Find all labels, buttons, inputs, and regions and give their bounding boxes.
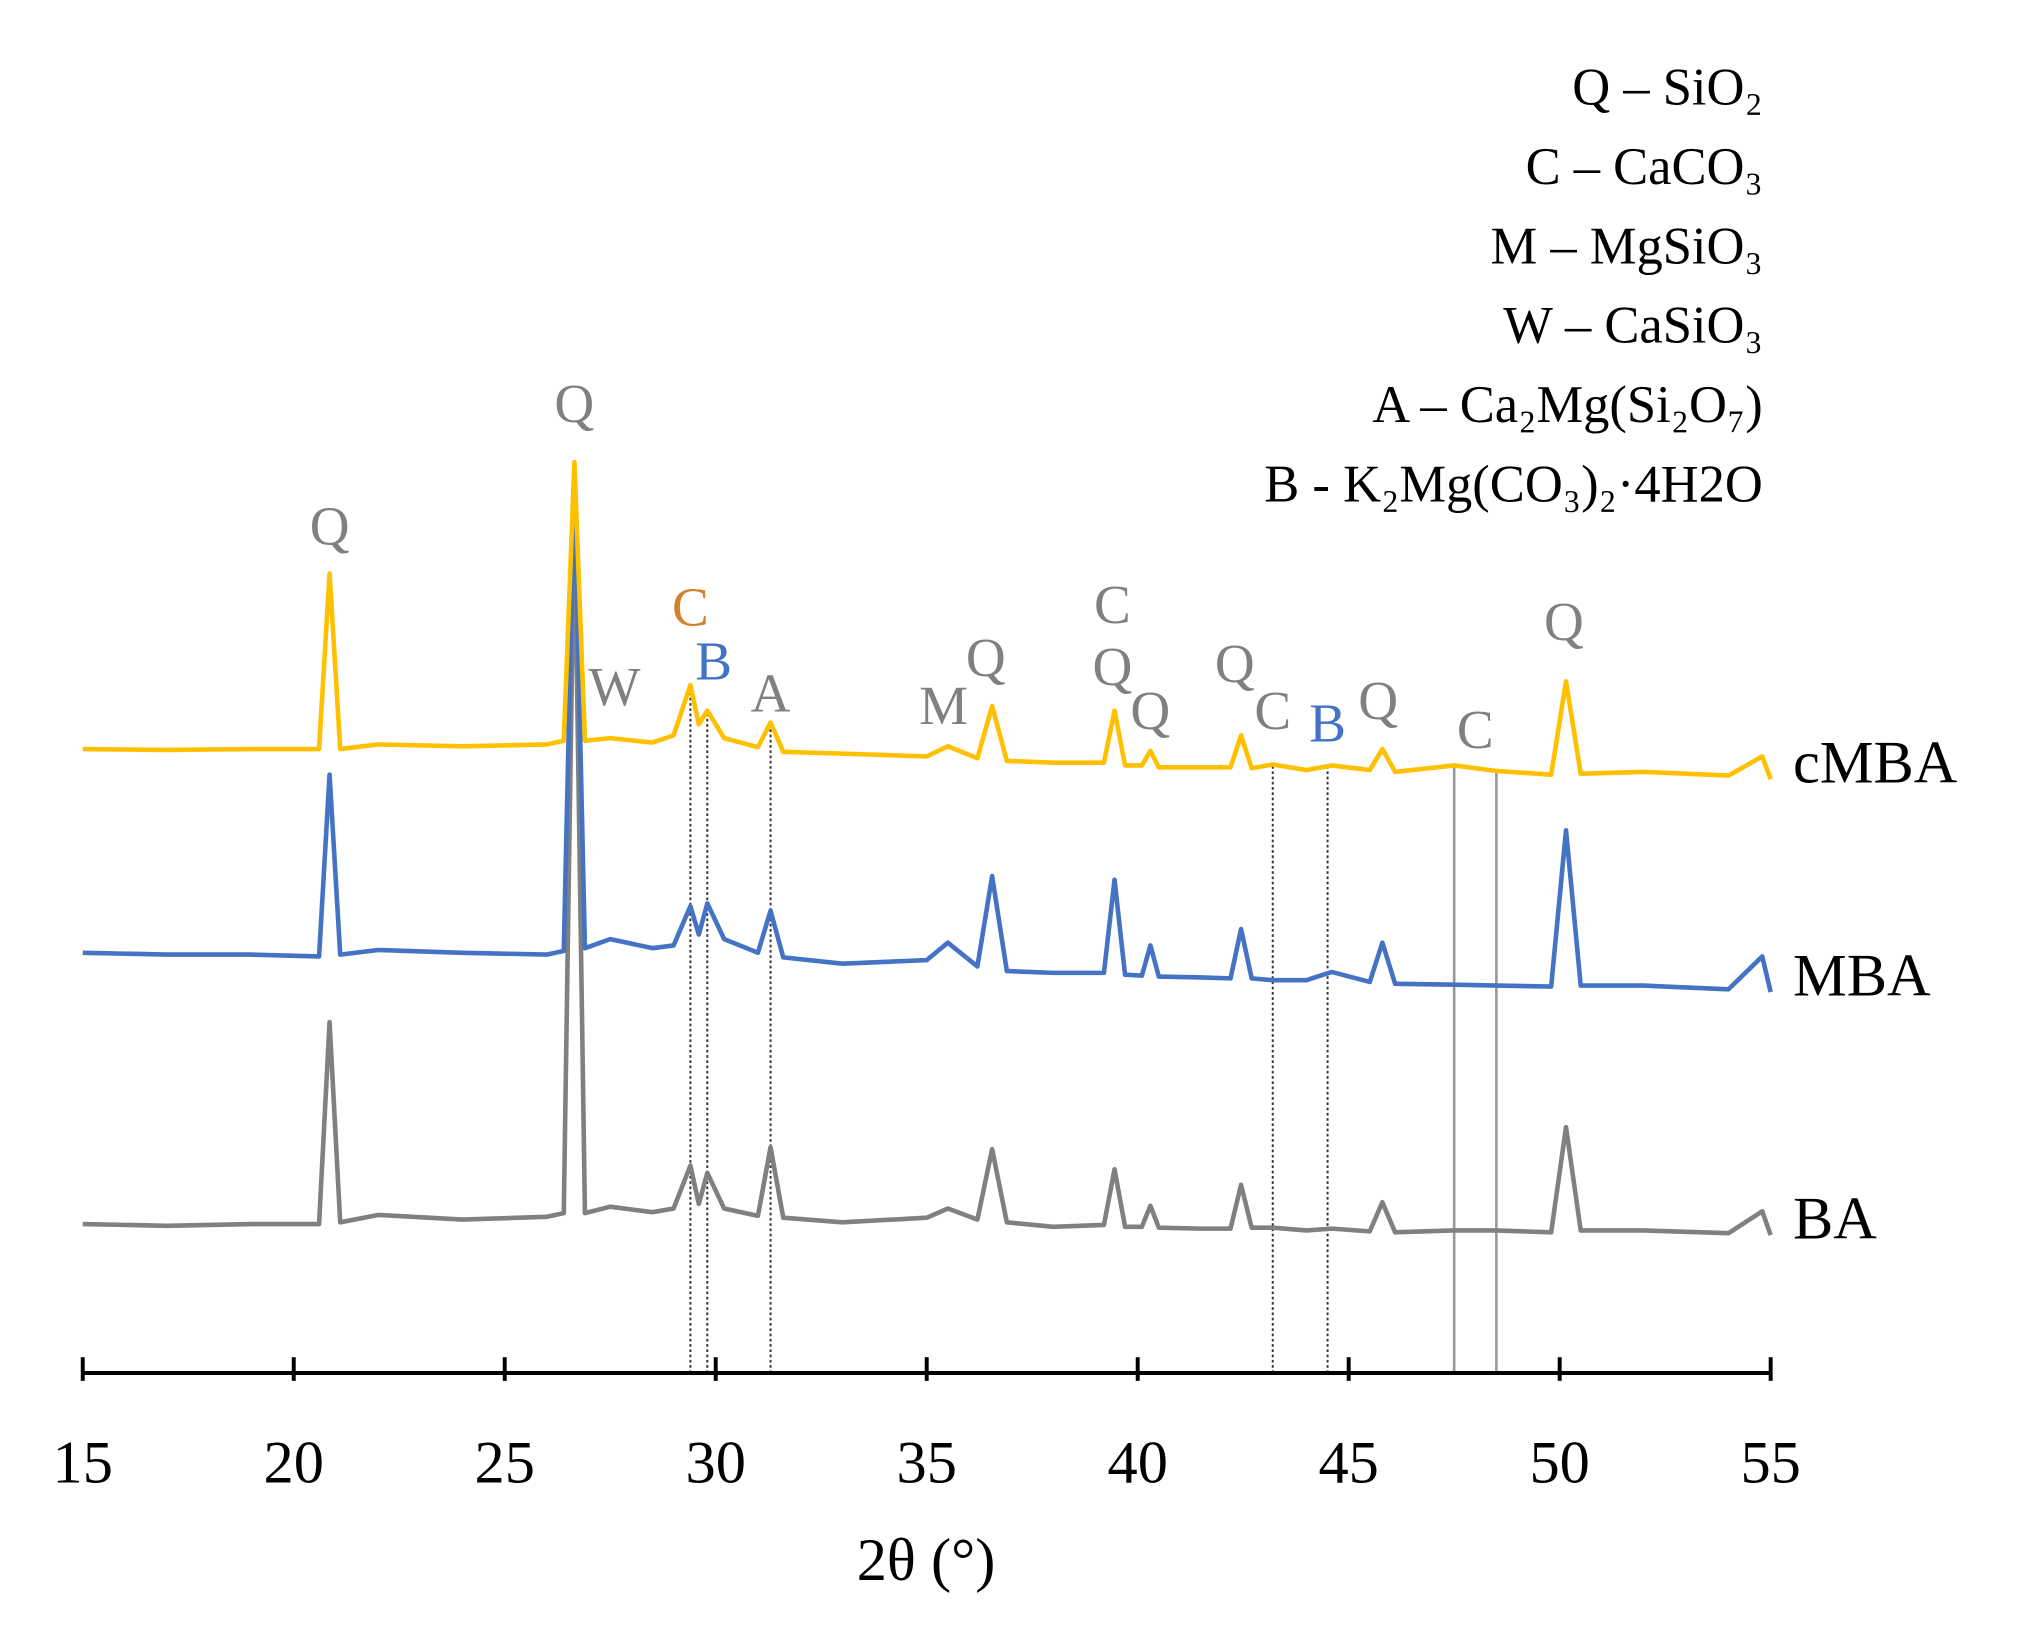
- series-label: cMBA: [1793, 730, 1958, 797]
- x-tick-label: 55: [1740, 1430, 1800, 1497]
- series-label: BA: [1793, 1185, 1877, 1252]
- peak-label: C: [672, 577, 709, 638]
- peak-label: C: [1457, 699, 1494, 760]
- phase-key-entry: W – CaSiO₃: [1503, 297, 1763, 355]
- peak-label: W: [588, 656, 640, 717]
- x-tick-label: 20: [264, 1430, 324, 1497]
- peak-label: Q: [310, 495, 350, 556]
- peak-label: Q: [1544, 591, 1584, 652]
- phase-key-entry: Q – SiO₂: [1572, 58, 1763, 116]
- peak-label: Q: [1358, 670, 1398, 731]
- x-axis-title: 2θ (°): [857, 1527, 996, 1594]
- x-tick-label: 25: [475, 1430, 535, 1497]
- x-tick-label: 30: [686, 1430, 746, 1497]
- peak-label: Q: [1092, 636, 1132, 697]
- peak-label: Q: [1215, 633, 1255, 694]
- x-tick-label: 40: [1107, 1430, 1167, 1497]
- series-line: [82, 502, 1773, 1236]
- peak-label: C: [1254, 680, 1291, 741]
- peak-label: Q: [554, 373, 594, 434]
- series-line: [82, 459, 1773, 781]
- peak-label: Q: [1130, 680, 1170, 741]
- series-label: MBA: [1793, 942, 1931, 1009]
- series-line: [82, 475, 1773, 993]
- peak-label: B: [1309, 693, 1346, 754]
- phase-key-entry: C – CaCO₃: [1526, 138, 1763, 196]
- peak-label: C: [1094, 574, 1131, 635]
- peak-label: A: [751, 662, 791, 723]
- x-tick-label: 45: [1318, 1430, 1378, 1497]
- peak-label: M: [919, 675, 968, 736]
- phase-key-entry: M – MgSiO₃: [1491, 217, 1763, 275]
- phase-key-entry: A – Ca₂Mg(Si₂O₇): [1372, 376, 1763, 434]
- x-tick-label: 15: [53, 1430, 113, 1497]
- x-tick-label: 35: [897, 1430, 957, 1497]
- phase-key-entry: B - K₂Mg(CO₃)₂·4H2O: [1264, 456, 1763, 514]
- peak-label: B: [695, 630, 732, 691]
- x-tick-label: 50: [1529, 1430, 1589, 1497]
- peak-label: Q: [966, 627, 1006, 688]
